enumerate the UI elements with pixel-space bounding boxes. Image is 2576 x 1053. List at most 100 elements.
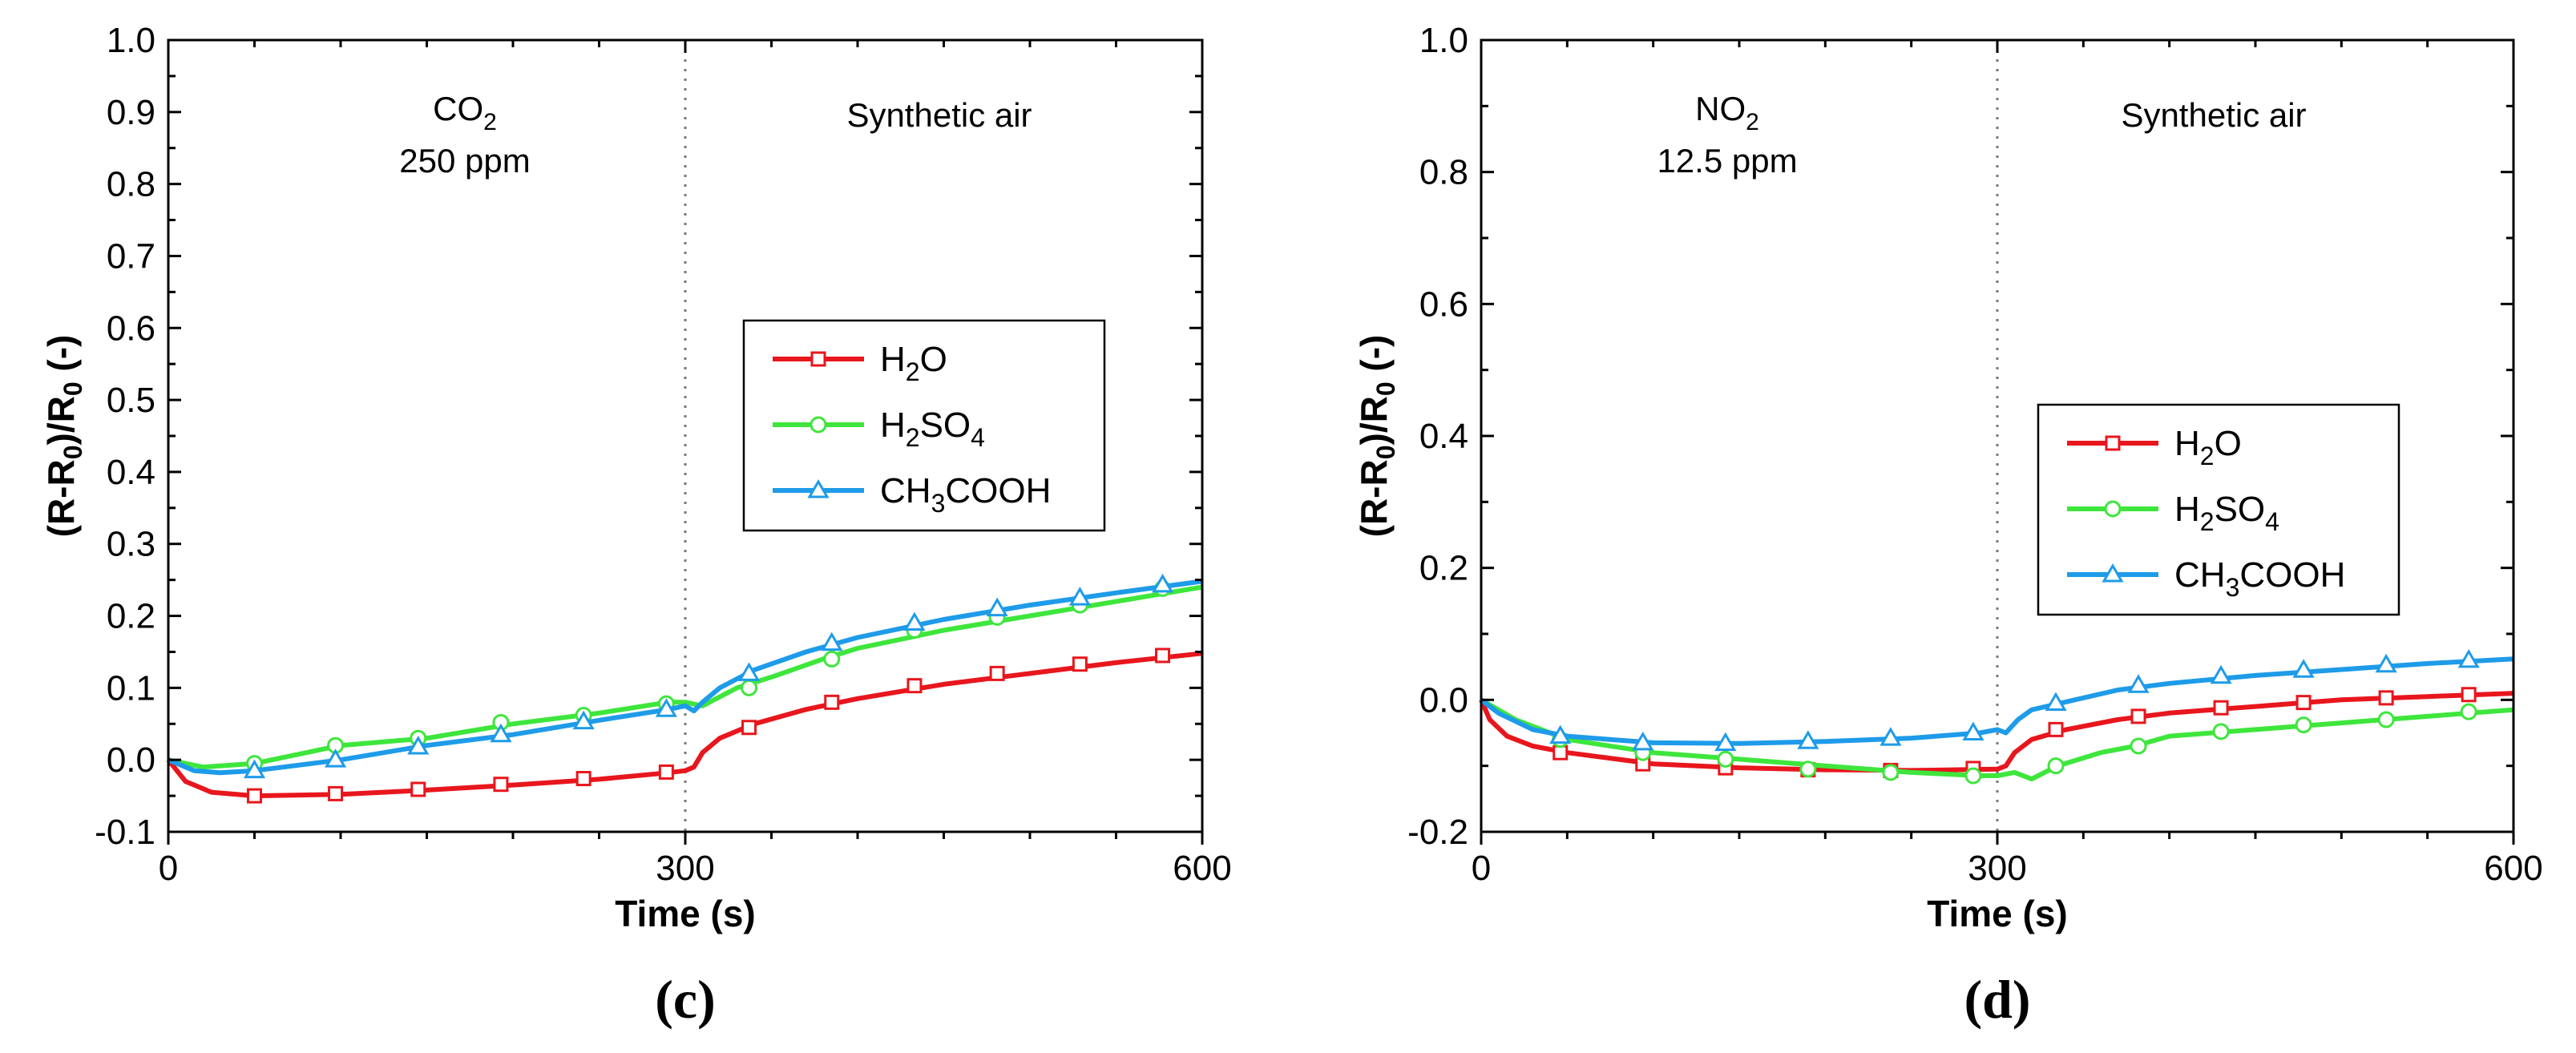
legend-marker	[810, 416, 827, 434]
legend-label-sub: 4	[2265, 507, 2279, 536]
legend-label-part: COOH	[2239, 555, 2345, 595]
panel-label: (c)	[655, 969, 715, 1030]
data-point-ch3cooh	[1962, 721, 1984, 740]
legend-label-sub: 3	[2226, 573, 2240, 602]
legend-label-h2so4: H2SO4	[2174, 490, 2279, 536]
data-point-ch3cooh	[737, 662, 761, 681]
y-tick-label: 0.1	[107, 668, 155, 708]
data-point-ch3cooh	[2210, 664, 2232, 684]
data-point-ch3cooh	[1068, 587, 1091, 606]
legend-label-part: H	[880, 405, 906, 445]
data-point-ch3cooh	[324, 748, 347, 768]
series-line-ch3cooh	[1480, 656, 2514, 746]
gas-concentration: 250 ppm	[399, 142, 530, 180]
data-point-h2o	[247, 788, 262, 804]
legend-label-sub: 4	[971, 423, 985, 452]
data-point-h2o	[1072, 656, 1088, 672]
y-axis-title: (R-R0)/R0 (-)	[1353, 335, 1400, 538]
legend-label-part: COOH	[945, 471, 1051, 510]
legend-marker	[2104, 500, 2122, 518]
data-point-ch3cooh	[821, 631, 843, 652]
legend-marker	[2102, 563, 2124, 583]
data-point-h2so4	[1799, 760, 1817, 778]
data-point-ch3cooh	[986, 597, 1008, 617]
legend-label-sub: 2	[906, 423, 920, 452]
legend-label-h2o: H2O	[2174, 424, 2242, 470]
data-point-h2o	[2295, 695, 2312, 711]
x-tick-label: 300	[1968, 849, 2026, 888]
data-point-ch3cooh	[1880, 727, 1902, 746]
legend-label-part: H	[880, 340, 906, 379]
data-point-h2o	[328, 785, 344, 801]
gas-formula-sub: 2	[1746, 109, 1759, 135]
data-point-h2o	[989, 665, 1005, 681]
x-axis-title: Time (s)	[615, 893, 756, 934]
data-point-h2o	[575, 771, 592, 787]
legend-label-ch3cooh: CH3COOH	[880, 471, 1051, 518]
gas-concentration: 12.5 ppm	[1657, 142, 1797, 180]
legend-marker	[807, 479, 830, 498]
y-tick-label: 0.3	[107, 525, 155, 564]
y-tick-label: 0.4	[107, 453, 155, 492]
data-point-ch3cooh	[243, 759, 266, 779]
data-point-h2o	[2461, 687, 2477, 703]
data-point-ch3cooh	[2375, 653, 2397, 673]
data-point-h2o	[2213, 700, 2229, 716]
data-point-ch3cooh	[1151, 573, 1174, 593]
x-axis-title: Time (s)	[1927, 893, 2068, 934]
data-point-h2o	[741, 720, 757, 736]
x-tick-label: 300	[656, 849, 714, 888]
y-axis-title-part: (R-R	[1353, 459, 1395, 537]
y-tick-label: 0.0	[1419, 680, 1468, 720]
y-axis-title-sub: 0	[59, 381, 87, 396]
data-point-h2so4	[1882, 764, 1900, 781]
series-line-h2o	[1479, 691, 2514, 773]
y-tick-label: 1.0	[1419, 21, 1468, 60]
data-point-ch3cooh	[572, 710, 595, 730]
data-point-h2o	[410, 781, 426, 797]
data-point-ch3cooh	[1714, 732, 1737, 752]
data-point-h2so4	[2377, 711, 2395, 728]
legend-label-part: SO	[2215, 490, 2266, 529]
data-point-h2so4	[2130, 737, 2147, 755]
y-axis-title-sub: 0	[59, 446, 87, 460]
legend-label-sub: 2	[906, 357, 920, 386]
legend-label-h2o: H2O	[880, 340, 947, 386]
y-tick-label: 0.7	[107, 236, 155, 276]
data-point-h2so4	[2295, 716, 2312, 734]
legend-label-ch3cooh: CH3COOH	[2174, 555, 2345, 602]
x-tick-label: 0	[159, 849, 178, 888]
data-point-ch3cooh	[1797, 730, 1819, 749]
legend-label-part: CH	[880, 471, 931, 510]
x-tick-label: 600	[2484, 849, 2542, 888]
gas-formula: CO	[433, 90, 483, 127]
x-tick-label: 600	[1173, 849, 1231, 888]
data-point-h2o	[906, 678, 923, 694]
legend-label-sub: 2	[2200, 507, 2215, 536]
data-point-h2so4	[1964, 767, 1982, 785]
y-tick-label: 0.2	[1419, 549, 1468, 588]
data-point-ch3cooh	[1632, 731, 1654, 751]
y-tick-label: -0.2	[1407, 813, 1468, 852]
data-point-ch3cooh	[490, 723, 512, 743]
y-axis-title-part: (R-R	[40, 459, 82, 537]
data-point-h2o	[824, 694, 840, 710]
y-tick-label: 0.9	[107, 93, 155, 132]
legend: H2O H2SO4 CH3COOH	[2037, 403, 2400, 616]
y-axis-title-part: )/R	[1353, 396, 1395, 445]
data-point-h2o	[2048, 721, 2064, 737]
gas-label: NO2	[1695, 90, 1759, 135]
y-axis-title: (R-R0)/R0 (-)	[40, 335, 87, 538]
y-tick-label: 0.2	[107, 597, 155, 636]
phase-label: Synthetic air	[846, 96, 1032, 134]
data-point-ch3cooh	[2127, 674, 2150, 693]
y-axis-title-sub: 0	[1371, 446, 1400, 460]
data-point-h2so4	[2047, 757, 2065, 775]
y-axis-title-sub: 0	[1371, 381, 1400, 396]
series-line-h2o	[166, 651, 1203, 799]
data-point-h2so4	[823, 650, 841, 668]
series-line-ch3cooh	[167, 579, 1203, 776]
phase-label: Synthetic air	[2121, 96, 2306, 134]
data-point-h2so4	[2460, 703, 2477, 720]
